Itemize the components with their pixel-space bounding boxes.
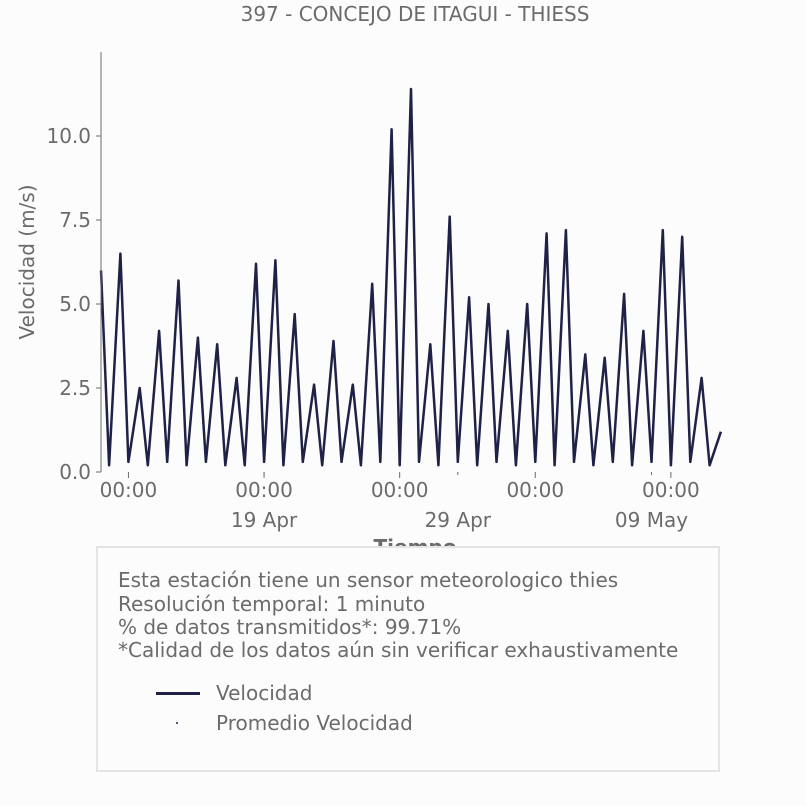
chart-title: 397 - CONCEJO DE ITAGUI - THIESS [241,2,590,26]
plot-area [99,87,723,467]
info-quality-text: *Calidad de los datos aún sin verificar … [118,638,679,662]
x-tick-label-date: 29 Apr [425,508,492,532]
x-axis-label: Tiempo [374,535,457,546]
x-tick-label-date: 19 Apr [231,508,298,532]
wind-speed-chart: 397 - CONCEJO DE ITAGUI - THIESS 0.0 2.5 5… [15,2,723,546]
legend-label-velocidad: Velocidad [216,681,313,705]
x-tick-label-time: 00:00 [371,478,429,502]
y-axis-label: Velocidad (m/s) [15,184,39,339]
legend-line-swatch [156,692,200,695]
info-resolution-text: Resolución temporal: 1 minuto [118,592,426,616]
x-tick-label-time: 00:00 [506,478,564,502]
info-sensor-text: Esta estación tiene un sensor meteorolog… [118,568,619,592]
y-tick-label: 5.0 [59,292,91,316]
y-tick-label: 7.5 [59,208,91,232]
y-axis-ticks: 0.0 2.5 5.0 7.5 10.0 [46,124,101,484]
legend-label-promedio: Promedio Velocidad [216,711,413,735]
series-line-velocidad [99,87,723,467]
y-tick-label: 0.0 [59,460,91,484]
x-tick-label-time: 00:00 [642,478,700,502]
legend-dot-swatch [176,722,178,724]
x-tick-label-time: 00:00 [100,478,158,502]
x-tick-label-date: 09 May [615,508,688,532]
info-box: Esta estación tiene un sensor meteorolog… [96,546,720,772]
y-tick-label: 2.5 [59,376,91,400]
y-tick-label: 10.0 [46,124,91,148]
x-axis-ticks: 00:00 00:00 00:00 00:00 00:00 19 Apr 29 Apr 09 … [100,472,700,532]
x-tick-label-time: 00:00 [235,478,293,502]
info-transmitted-text: % de datos transmitidos*: 99.71% [118,615,462,639]
